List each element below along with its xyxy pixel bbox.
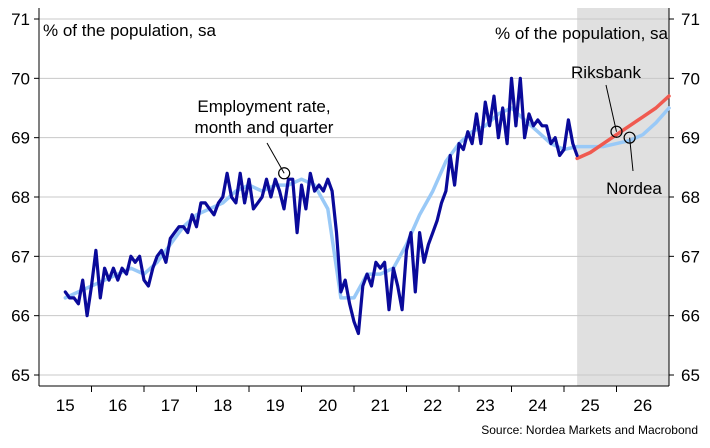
x-tick-label-18: 18 [213,396,232,415]
annotations: Employment rate, month and quarter Riksban… [195,63,663,198]
annotation-leader-riksbank [605,84,617,132]
x-tick-label-21: 21 [371,396,390,415]
x-ticks: 15 16 17 18 19 20 21 22 23 24 25 26 [56,386,652,415]
x-tick-label-24: 24 [528,396,547,415]
annotation-marker-employment [278,167,291,180]
series-lines [63,76,671,336]
annotation-label-riksbank-0: Riksbank [571,63,641,82]
annotation-label-nordea-0: Nordea [606,179,662,198]
left-tick-label-70: 70 [11,69,30,88]
source-note: Source: Nordea Markets and Macrobond [481,423,698,437]
right-tick-label-70: 70 [681,69,700,88]
left-tick-label-67: 67 [11,247,30,266]
left-tick-label-65: 65 [11,366,30,385]
left-tick-label-68: 68 [11,188,30,207]
x-tick-label-26: 26 [633,396,652,415]
x-tick-label-22: 22 [423,396,442,415]
annotation-label-employment-0: Employment rate, [197,97,330,116]
x-tick-label-20: 20 [318,396,337,415]
x-tick-label-19: 19 [266,396,285,415]
right-tick-label-65: 65 [681,366,700,385]
series-line-monthly [63,76,579,336]
right-unit-label: % of the population, sa [495,24,669,43]
right-tick-label-66: 66 [681,307,700,326]
left-tick-label-66: 66 [11,307,30,326]
right-tick-label-67: 67 [681,247,700,266]
annotation-marker-riksbank [610,125,623,138]
annotation-marker-nordea [623,131,636,144]
left-tick-label-69: 69 [11,129,30,148]
right-y-ticks: 65 66 67 68 69 70 71 [669,10,700,385]
right-tick-label-68: 68 [681,188,700,207]
right-tick-label-69: 69 [681,129,700,148]
x-tick-label-23: 23 [476,396,495,415]
annotation-label-employment-1: month and quarter [195,118,334,137]
right-tick-label-71: 71 [681,10,700,29]
x-tick-label-15: 15 [56,396,75,415]
x-tick-label-17: 17 [161,396,180,415]
left-tick-label-71: 71 [11,10,30,29]
left-y-ticks: 65 66 67 68 69 70 71 [11,10,39,385]
x-tick-label-25: 25 [581,396,600,415]
x-tick-label-16: 16 [108,396,127,415]
series-line-riksbank [575,94,671,161]
left-unit-label: % of the population, sa [43,21,217,40]
